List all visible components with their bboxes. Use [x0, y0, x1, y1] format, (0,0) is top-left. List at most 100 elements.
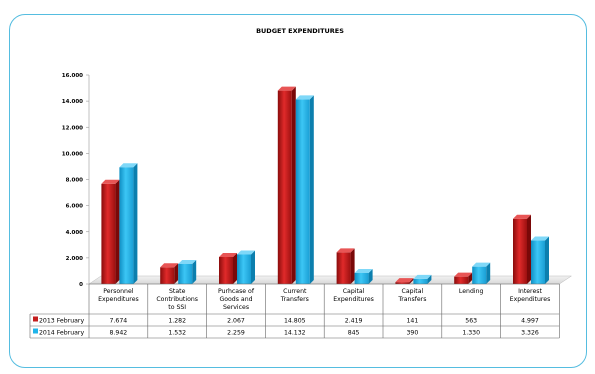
category-label: Personnel — [103, 288, 134, 295]
category-label: Lending — [459, 288, 484, 295]
bar-front — [472, 266, 487, 284]
bar-side — [251, 250, 255, 284]
data-value: 2.419 — [345, 318, 363, 325]
y-tick-label: 12.000 — [62, 125, 83, 131]
data-value: 14.805 — [284, 318, 306, 325]
category-label: Capital — [402, 288, 424, 295]
bar-top — [119, 163, 138, 168]
bar — [354, 268, 373, 284]
bar — [295, 95, 314, 284]
bar — [336, 248, 355, 284]
y-tick-label: 2.000 — [66, 256, 84, 262]
category-label: Expenditures — [98, 296, 139, 303]
data-value: 1.330 — [462, 330, 480, 337]
category-label: Transfers — [280, 296, 309, 303]
bar-top — [531, 236, 549, 241]
bar — [219, 252, 237, 284]
bar-top — [336, 248, 355, 253]
bar — [101, 179, 120, 284]
bar — [413, 274, 432, 284]
legend-label: 2013 February — [39, 318, 84, 325]
bar-front — [454, 276, 469, 284]
category-label: Transfers — [397, 296, 426, 303]
data-value: 1.532 — [168, 330, 186, 337]
bar-side — [233, 252, 237, 284]
bar — [472, 262, 491, 284]
bar-side — [291, 86, 296, 285]
bar-front — [237, 254, 251, 284]
y-tick-label: 16.000 — [62, 73, 83, 79]
y-tick-label: 8.000 — [66, 178, 84, 184]
bar-side — [409, 278, 414, 284]
bar-top — [277, 86, 296, 91]
category-label: Expenditures — [333, 296, 374, 303]
bar-front — [295, 99, 310, 284]
bar-top — [178, 259, 197, 264]
bar-front — [354, 272, 369, 284]
bar-top — [295, 95, 314, 100]
bar-top — [513, 214, 531, 219]
bar — [454, 272, 473, 284]
data-value: 390 — [406, 330, 418, 337]
category-label: Contributions — [156, 296, 198, 303]
data-value: 141 — [406, 318, 418, 325]
bar-front — [178, 263, 193, 284]
data-value: 14.132 — [284, 330, 306, 337]
bar-front — [413, 278, 428, 284]
bar-top — [395, 278, 414, 283]
data-value: 4.997 — [521, 318, 539, 325]
bar — [395, 278, 414, 284]
bar — [513, 214, 531, 284]
bar-front — [336, 252, 351, 284]
category-label: State — [169, 288, 186, 295]
category-label: Expenditures — [510, 296, 551, 303]
data-value: 3.326 — [521, 330, 539, 337]
bar-top — [454, 272, 473, 277]
bar — [119, 163, 138, 284]
bar-side — [527, 214, 531, 284]
category-label: Current — [283, 288, 307, 295]
data-value: 2.259 — [227, 330, 245, 337]
bar-front — [513, 218, 527, 284]
legend-swatch — [33, 316, 38, 322]
category-label: Interest — [518, 288, 542, 295]
bar-front — [119, 167, 134, 284]
bar-front — [395, 282, 410, 284]
bar-top — [354, 268, 373, 273]
chart-title: BUDGET EXPENDITURES — [256, 27, 344, 35]
bar — [160, 263, 179, 284]
data-value: 845 — [348, 330, 360, 337]
bar — [237, 250, 255, 284]
bar-side — [468, 272, 473, 284]
bar-front — [277, 90, 292, 285]
bar-front — [160, 267, 175, 284]
y-tick-label: 14.000 — [62, 99, 83, 105]
bar-side — [486, 262, 491, 284]
bar-side — [350, 248, 355, 284]
data-value: 8.942 — [110, 330, 128, 337]
bar-front — [101, 183, 116, 284]
data-value: 7.674 — [110, 318, 128, 325]
data-value: 563 — [465, 318, 477, 325]
data-value: 1.282 — [168, 318, 186, 325]
category-label: Goods and — [219, 296, 252, 303]
category-label: to SSI — [168, 304, 186, 311]
category-label: Purhcase of — [218, 288, 255, 295]
bar — [178, 259, 197, 284]
bar-side — [192, 259, 197, 284]
category-label: Capital — [343, 288, 365, 295]
bar-top — [160, 263, 179, 268]
bar-front — [219, 256, 233, 284]
y-tick-label: 0 — [79, 282, 83, 288]
bar-top — [237, 250, 255, 255]
bar-front — [531, 240, 545, 284]
legend-swatch — [33, 328, 38, 334]
category-label: Services — [223, 304, 249, 311]
bar-top — [101, 179, 120, 184]
bar-top — [472, 262, 491, 267]
bar-side — [427, 274, 432, 284]
bar — [277, 86, 296, 285]
y-tick-label: 4.000 — [66, 230, 84, 236]
bar-side — [115, 179, 120, 284]
